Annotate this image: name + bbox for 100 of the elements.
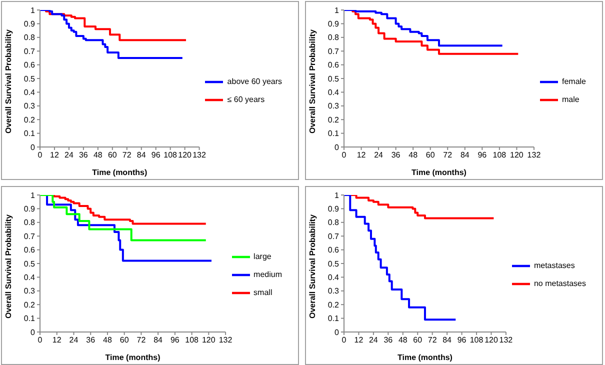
y-tick-label: 0.1	[24, 314, 36, 323]
x-tick-label: 72	[428, 335, 438, 344]
y-tick-label: 0.2	[24, 115, 36, 124]
x-tick-label: 24	[368, 335, 378, 344]
y-tick-label: 0.6	[328, 60, 340, 70]
legend-label: no metastases	[534, 279, 586, 288]
x-tick-label: 96	[457, 335, 467, 344]
x-tick-label: 132	[527, 150, 542, 160]
y-tick-label: 0.6	[24, 60, 36, 70]
x-tick-label: 12	[52, 335, 62, 344]
y-tick-label: 0.7	[24, 231, 36, 240]
y-tick-label: 0.2	[328, 300, 340, 309]
x-axis-title: Time (months)	[398, 352, 453, 362]
y-tick-label: 1	[30, 6, 36, 15]
x-tick-label: 120	[510, 150, 524, 160]
x-tick-label: 120	[484, 335, 498, 344]
legend-label: male	[562, 94, 580, 104]
legend-label: above 60 years	[227, 76, 282, 86]
x-tick-label: 108	[164, 150, 178, 160]
y-tick-label: 0.3	[328, 286, 340, 296]
y-tick-label: 0.3	[24, 102, 36, 111]
legend-label: medium	[254, 270, 282, 280]
y-tick-label: 0.7	[328, 231, 340, 240]
x-axis-title: Time (months)	[105, 352, 161, 362]
y-tick-label: 0.2	[24, 300, 36, 309]
x-tick-label: 84	[154, 335, 164, 344]
y-tick-label: 0.9	[24, 20, 36, 29]
legend-label: ≤ 60 years	[227, 94, 265, 104]
x-tick-label: 0	[342, 335, 347, 344]
x-tick-label: 84	[460, 150, 470, 160]
x-tick-label: 132	[499, 335, 514, 344]
y-tick-label: 0.1	[328, 129, 340, 138]
y-axis-title: Overall Survival Probability	[4, 213, 13, 318]
y-tick-label: 0.3	[328, 102, 340, 111]
x-tick-label: 0	[38, 150, 43, 160]
x-tick-label: 72	[443, 150, 453, 160]
x-tick-label: 108	[470, 335, 484, 344]
x-tick-label: 24	[69, 335, 79, 344]
y-axis-title: Overall Survival Probability	[308, 28, 317, 134]
x-tick-label: 72	[122, 150, 132, 160]
y-tick-label: 0.5	[24, 258, 36, 268]
y-tick-label: 0	[334, 327, 340, 336]
y-tick-label: 0.6	[328, 245, 340, 254]
x-tick-label: 84	[136, 150, 146, 160]
x-tick-label: 132	[192, 150, 207, 160]
legend-label: metastases	[534, 261, 575, 270]
y-tick-label: 0.5	[328, 258, 340, 268]
y-tick-label: 0.5	[24, 74, 36, 84]
y-tick-label: 0.7	[24, 46, 36, 56]
y-tick-label: 0.9	[328, 204, 340, 214]
x-tick-label: 48	[398, 335, 408, 344]
x-tick-label: 96	[170, 335, 180, 344]
x-tick-label: 120	[178, 150, 192, 160]
y-tick-label: 0.1	[24, 129, 36, 138]
x-tick-label: 12	[356, 150, 366, 160]
x-tick-label: 12	[354, 335, 364, 344]
y-tick-label: 0	[30, 142, 36, 152]
x-tick-label: 108	[185, 335, 200, 344]
y-tick-label: 0.5	[328, 74, 340, 84]
legend-label: large	[254, 252, 272, 262]
x-tick-label: 36	[391, 150, 401, 160]
x-axis-title: Time (months)	[92, 168, 148, 177]
y-tick-label: 0.4	[328, 88, 340, 98]
y-tick-label: 1	[30, 190, 36, 200]
y-tick-label: 0.1	[328, 314, 340, 323]
x-tick-label: 132	[218, 335, 233, 344]
x-tick-label: 0	[342, 150, 347, 160]
y-tick-label: 0.8	[24, 33, 36, 42]
x-tick-label: 96	[151, 150, 161, 160]
x-tick-label: 60	[426, 150, 436, 160]
y-tick-label: 0.9	[24, 204, 36, 214]
x-axis-title: Time (months)	[412, 168, 467, 177]
y-tick-label: 0.8	[328, 218, 340, 227]
x-tick-label: 60	[120, 335, 130, 344]
y-tick-label: 0.7	[328, 46, 340, 56]
x-tick-label: 36	[384, 335, 394, 344]
x-tick-label: 96	[478, 150, 488, 160]
y-tick-label: 1	[334, 6, 340, 15]
x-tick-label: 36	[78, 150, 88, 160]
x-tick-label: 48	[408, 150, 418, 160]
x-tick-label: 48	[93, 150, 103, 160]
y-tick-label: 0.4	[24, 88, 36, 98]
y-tick-label: 0.4	[328, 272, 340, 282]
x-tick-label: 12	[50, 150, 60, 160]
y-tick-label: 0	[334, 142, 340, 152]
legend-label: female	[562, 76, 586, 86]
y-tick-label: 0	[30, 327, 36, 336]
y-tick-label: 1	[334, 190, 340, 200]
y-axis-title: Overall Survival Probability	[4, 28, 13, 134]
x-tick-label: 108	[492, 150, 507, 160]
x-tick-label: 84	[442, 335, 452, 344]
x-tick-label: 36	[86, 335, 96, 344]
x-tick-label: 120	[202, 335, 216, 344]
x-tick-label: 48	[103, 335, 112, 344]
y-tick-label: 0.6	[24, 245, 36, 254]
x-tick-label: 0	[38, 335, 43, 344]
x-tick-label: 24	[374, 150, 384, 160]
y-axis-title: Overall Survival Probability	[308, 213, 317, 318]
y-tick-label: 0.8	[328, 33, 340, 42]
y-tick-label: 0.2	[328, 115, 340, 124]
